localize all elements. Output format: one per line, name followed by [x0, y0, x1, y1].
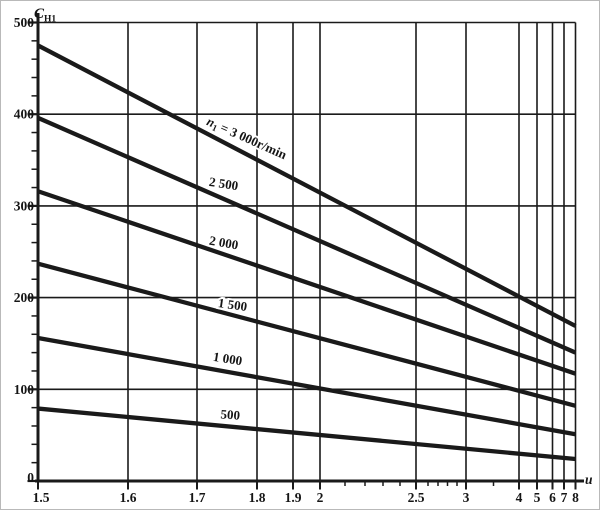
series-layer: [37, 43, 577, 462]
series-label-6: 500: [220, 406, 240, 422]
data-line-3: [37, 189, 577, 376]
y-tick-label-200: 200: [14, 290, 35, 305]
data-line-1: [37, 43, 577, 328]
x-tick-label-5: 5: [534, 490, 541, 505]
x-tick-label-4: 4: [516, 490, 523, 505]
x-tick-label-1.8: 1.8: [249, 490, 266, 505]
x-tick-label-2.5: 2.5: [408, 490, 425, 505]
x-tick-label-7: 7: [561, 490, 568, 505]
axis-layer: [35, 13, 584, 483]
data-line-5: [37, 335, 576, 437]
x-tick-label-2: 2: [317, 490, 324, 505]
series-label-3: 2 000: [208, 233, 239, 253]
y-tick-label-0: 0: [27, 470, 34, 485]
x-tick-label-1.6: 1.6: [120, 490, 137, 505]
y-axis-title: CH1: [34, 6, 56, 25]
series-label-2: 2 500: [208, 174, 239, 193]
x-tick-label-1.9: 1.9: [285, 490, 302, 505]
x-tick-label-1.5: 1.5: [33, 490, 50, 505]
y-tick-label-300: 300: [14, 198, 35, 213]
series-label-5: 1 000: [212, 349, 243, 368]
grid-layer: [38, 21, 577, 481]
y-tick-label-100: 100: [14, 382, 35, 397]
data-line-4: [37, 261, 577, 408]
series-label-4: 1 500: [217, 295, 248, 314]
x-tick-label-1.7: 1.7: [189, 490, 206, 505]
x-tick-label-8: 8: [572, 490, 579, 505]
x-tick-label-6: 6: [549, 490, 556, 505]
x-tick-label-3: 3: [463, 490, 470, 505]
x-axis-title: u: [585, 472, 593, 487]
data-line-2: [37, 115, 577, 355]
data-line-6: [37, 406, 576, 462]
y-tick-label-500: 500: [14, 15, 35, 30]
y-tick-label-400: 400: [14, 107, 35, 122]
